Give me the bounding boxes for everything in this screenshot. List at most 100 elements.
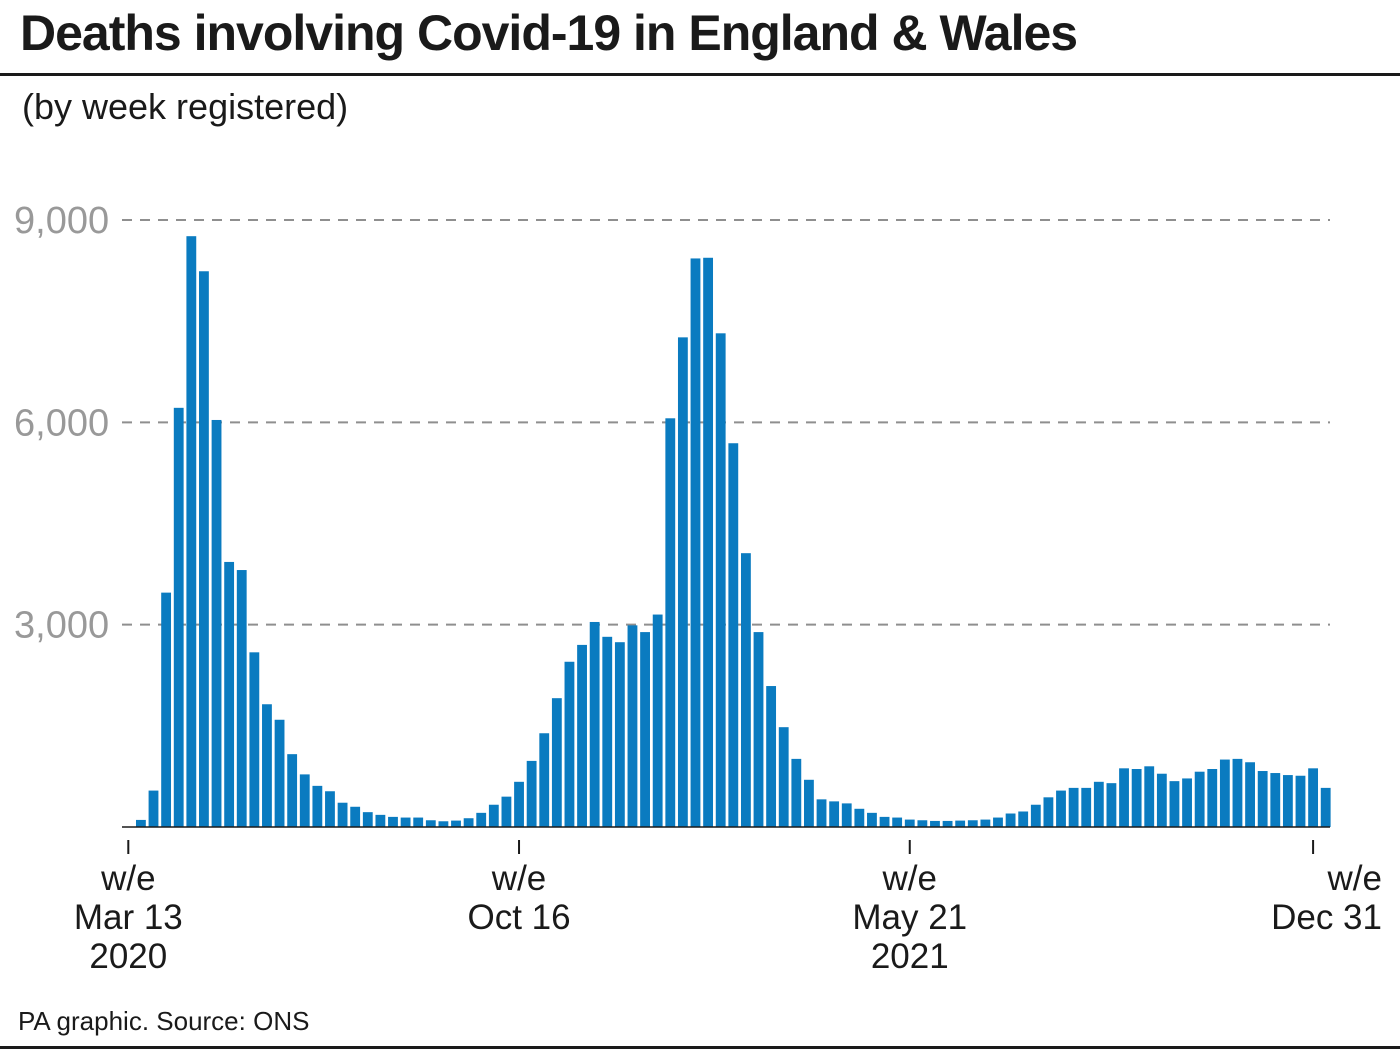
bar [262,704,272,827]
bar [980,819,991,827]
bar [211,419,222,827]
bar [299,774,310,827]
bottom-divider [0,1046,1400,1049]
x-tick-label: 2020 [89,937,167,976]
bar [249,652,260,827]
bar [438,821,449,827]
bar [362,812,373,827]
bar [1156,773,1167,827]
bar [942,820,953,827]
bar [1093,781,1104,827]
bar [413,817,424,827]
chart-title: Deaths involving Covid-19 in England & W… [20,5,1078,61]
bar [703,257,714,827]
bar [476,812,487,827]
x-tick-label: w/e [491,859,546,898]
bar [1295,775,1306,827]
bar [451,820,461,827]
x-tick-label: w/e [882,859,937,898]
bar [400,817,411,827]
bar [1068,787,1079,827]
bar [1018,811,1029,827]
bar [375,814,386,827]
bar [564,661,575,827]
bar [1194,771,1205,827]
bar [778,727,789,827]
bar [766,686,777,827]
bar [577,644,587,827]
bar [236,570,247,827]
bar [388,816,398,827]
bar [148,790,159,827]
bar [904,819,915,827]
bar [1320,787,1331,827]
bar [753,632,764,827]
bar [312,785,323,827]
bar [1131,769,1142,827]
bar [715,333,726,827]
bar [135,819,146,827]
bar [1106,783,1117,827]
bar [1169,781,1180,827]
bar [514,781,524,827]
bar [627,625,638,827]
x-tick-label: Dec 31 [1271,898,1382,937]
bar [854,808,865,827]
bar [224,561,235,827]
bar [526,760,537,827]
x-tick-label: w/e [100,859,155,898]
bar [1282,775,1293,827]
bar [930,820,940,827]
bar [501,796,512,827]
bar [1270,773,1281,827]
bar [274,719,285,827]
bar [425,820,436,827]
x-tick-label: w/e [1327,859,1382,898]
bar [867,812,877,827]
bar [589,621,600,827]
bar [917,820,928,827]
bar [967,820,978,827]
bar [1119,768,1129,827]
chart-subtitle: (by week registered) [22,86,349,127]
bar [199,271,209,827]
bar [463,818,474,827]
bar [955,820,966,827]
source-credit: PA graphic. Source: ONS [18,1006,310,1036]
bar [1144,766,1155,827]
bar [614,642,625,827]
bar [1005,813,1016,827]
x-tick-label: Oct 16 [467,898,570,937]
bar [539,733,550,827]
bar [1245,762,1255,827]
bar [1308,768,1319,827]
bar [287,754,298,827]
bar [1232,758,1243,827]
bar [186,236,197,827]
bar [816,799,827,827]
bar [804,779,814,827]
y-tick-label: 9,000 [14,200,109,242]
bar [841,803,852,827]
y-tick-label: 6,000 [14,402,109,444]
bar [1207,769,1218,827]
bar [993,817,1003,827]
bar [640,632,650,827]
bar [350,806,361,827]
bar [1043,797,1054,827]
bar [690,258,701,827]
x-tick-label: May 21 [852,898,967,937]
bar [829,801,840,827]
bar [173,407,184,827]
bar [740,553,751,827]
bar [728,443,739,827]
bar [488,804,499,827]
bar [161,592,172,827]
gridlines: 3,000 6,000 9,000 [14,200,1330,647]
bar [652,614,663,827]
bar [551,698,562,827]
bar [1056,790,1066,827]
bar [337,802,348,827]
bar [892,817,903,827]
